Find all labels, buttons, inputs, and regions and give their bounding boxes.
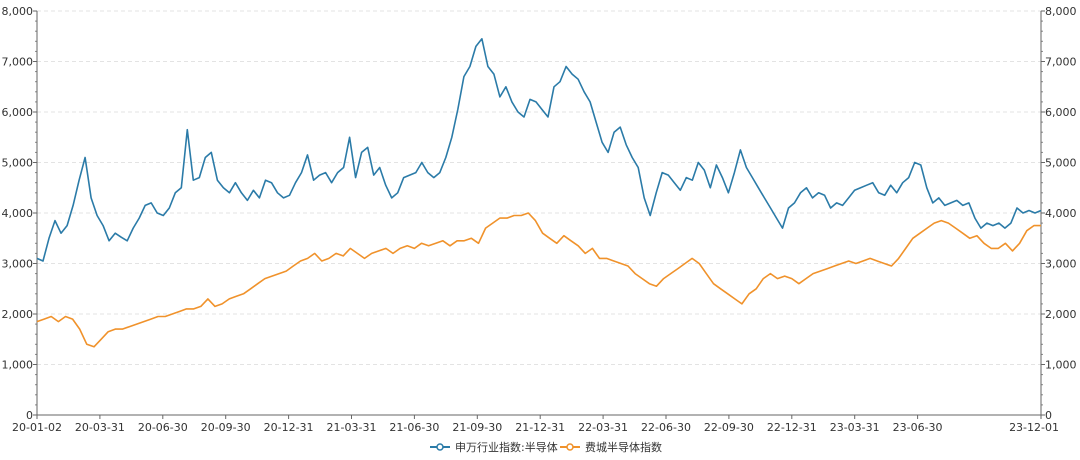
y-tick-label-right: 8,000: [1045, 5, 1077, 18]
x-tick-label: 22-06-30: [641, 421, 691, 434]
y-tick-label-left: 2,000: [2, 308, 34, 321]
axis-layer: 0 0 1,000 1,000 2,000 2,000 3,000 3,000 4,000 4,0…: [2, 5, 1077, 434]
y-tick-label-right: 2,000: [1045, 308, 1077, 321]
x-tick-label: 21-09-30: [452, 421, 502, 434]
y-tick-label-left: 6,000: [2, 106, 34, 119]
x-tick-label: 23-12-01: [1009, 421, 1059, 434]
legend-item: 申万行业指数:半导体: [430, 440, 558, 454]
series-2: [36, 212, 1041, 348]
legend-label: 费城半导体指数: [585, 440, 662, 454]
y-tick-label-left: 7,000: [2, 56, 34, 69]
x-tick-label: 21-06-30: [389, 421, 439, 434]
legend: 申万行业指数:半导体 费城半导体指数: [430, 440, 662, 454]
series-1: [36, 38, 1042, 262]
y-tick-label-right: 3,000: [1045, 258, 1077, 271]
y-tick-label-right: 0: [1045, 409, 1052, 422]
x-tick-label: 20-12-31: [264, 421, 314, 434]
series-layer: [36, 38, 1042, 348]
y-tick-label-left: 1,000: [2, 359, 34, 372]
y-tick-label-left: 5,000: [2, 157, 34, 170]
series-line: [36, 38, 1042, 262]
x-tick-label: 20-03-31: [75, 421, 125, 434]
x-tick-label: 20-06-30: [138, 421, 188, 434]
y-tick-label-left: 8,000: [2, 5, 34, 18]
y-tick-label-right: 6,000: [1045, 106, 1077, 119]
x-tick-label: 20-01-02: [12, 421, 62, 434]
x-tick-label: 21-12-31: [515, 421, 565, 434]
y-tick-label-right: 5,000: [1045, 157, 1077, 170]
legend-marker: [436, 443, 444, 451]
legend-item: 费城半导体指数: [560, 440, 662, 454]
x-tick-label: 23-06-30: [893, 421, 943, 434]
x-tick-label: 21-03-31: [327, 421, 377, 434]
y-tick-label-left: 0: [26, 409, 33, 422]
y-tick-label-right: 4,000: [1045, 207, 1077, 220]
series-line: [36, 212, 1041, 348]
x-tick-label: 22-03-31: [578, 421, 628, 434]
x-tick-label: 22-12-31: [767, 421, 817, 434]
x-tick-label: 20-09-30: [201, 421, 251, 434]
y-tick-label-right: 1,000: [1045, 359, 1077, 372]
x-tick-label: 22-09-30: [704, 421, 754, 434]
grid-layer: [37, 10, 1041, 365]
y-tick-label-left: 4,000: [2, 207, 34, 220]
x-tick-label: 23-03-31: [830, 421, 880, 434]
legend-label: 申万行业指数:半导体: [455, 440, 558, 454]
y-tick-label-left: 3,000: [2, 258, 34, 271]
legend-marker: [566, 443, 574, 451]
y-tick-label-right: 7,000: [1045, 56, 1077, 69]
